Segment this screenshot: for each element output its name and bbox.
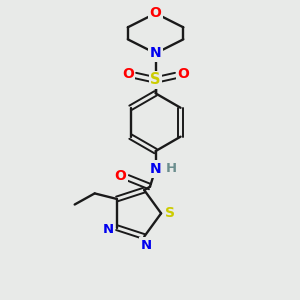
Text: S: S (150, 73, 161, 88)
Text: O: O (122, 68, 134, 81)
Text: N: N (150, 162, 161, 176)
Text: S: S (165, 206, 175, 220)
Text: H: H (166, 162, 177, 176)
Text: N: N (141, 239, 152, 252)
Text: O: O (177, 68, 189, 81)
Text: O: O (114, 169, 126, 183)
Text: N: N (150, 46, 161, 60)
Text: N: N (102, 224, 114, 236)
Text: O: O (150, 6, 161, 20)
